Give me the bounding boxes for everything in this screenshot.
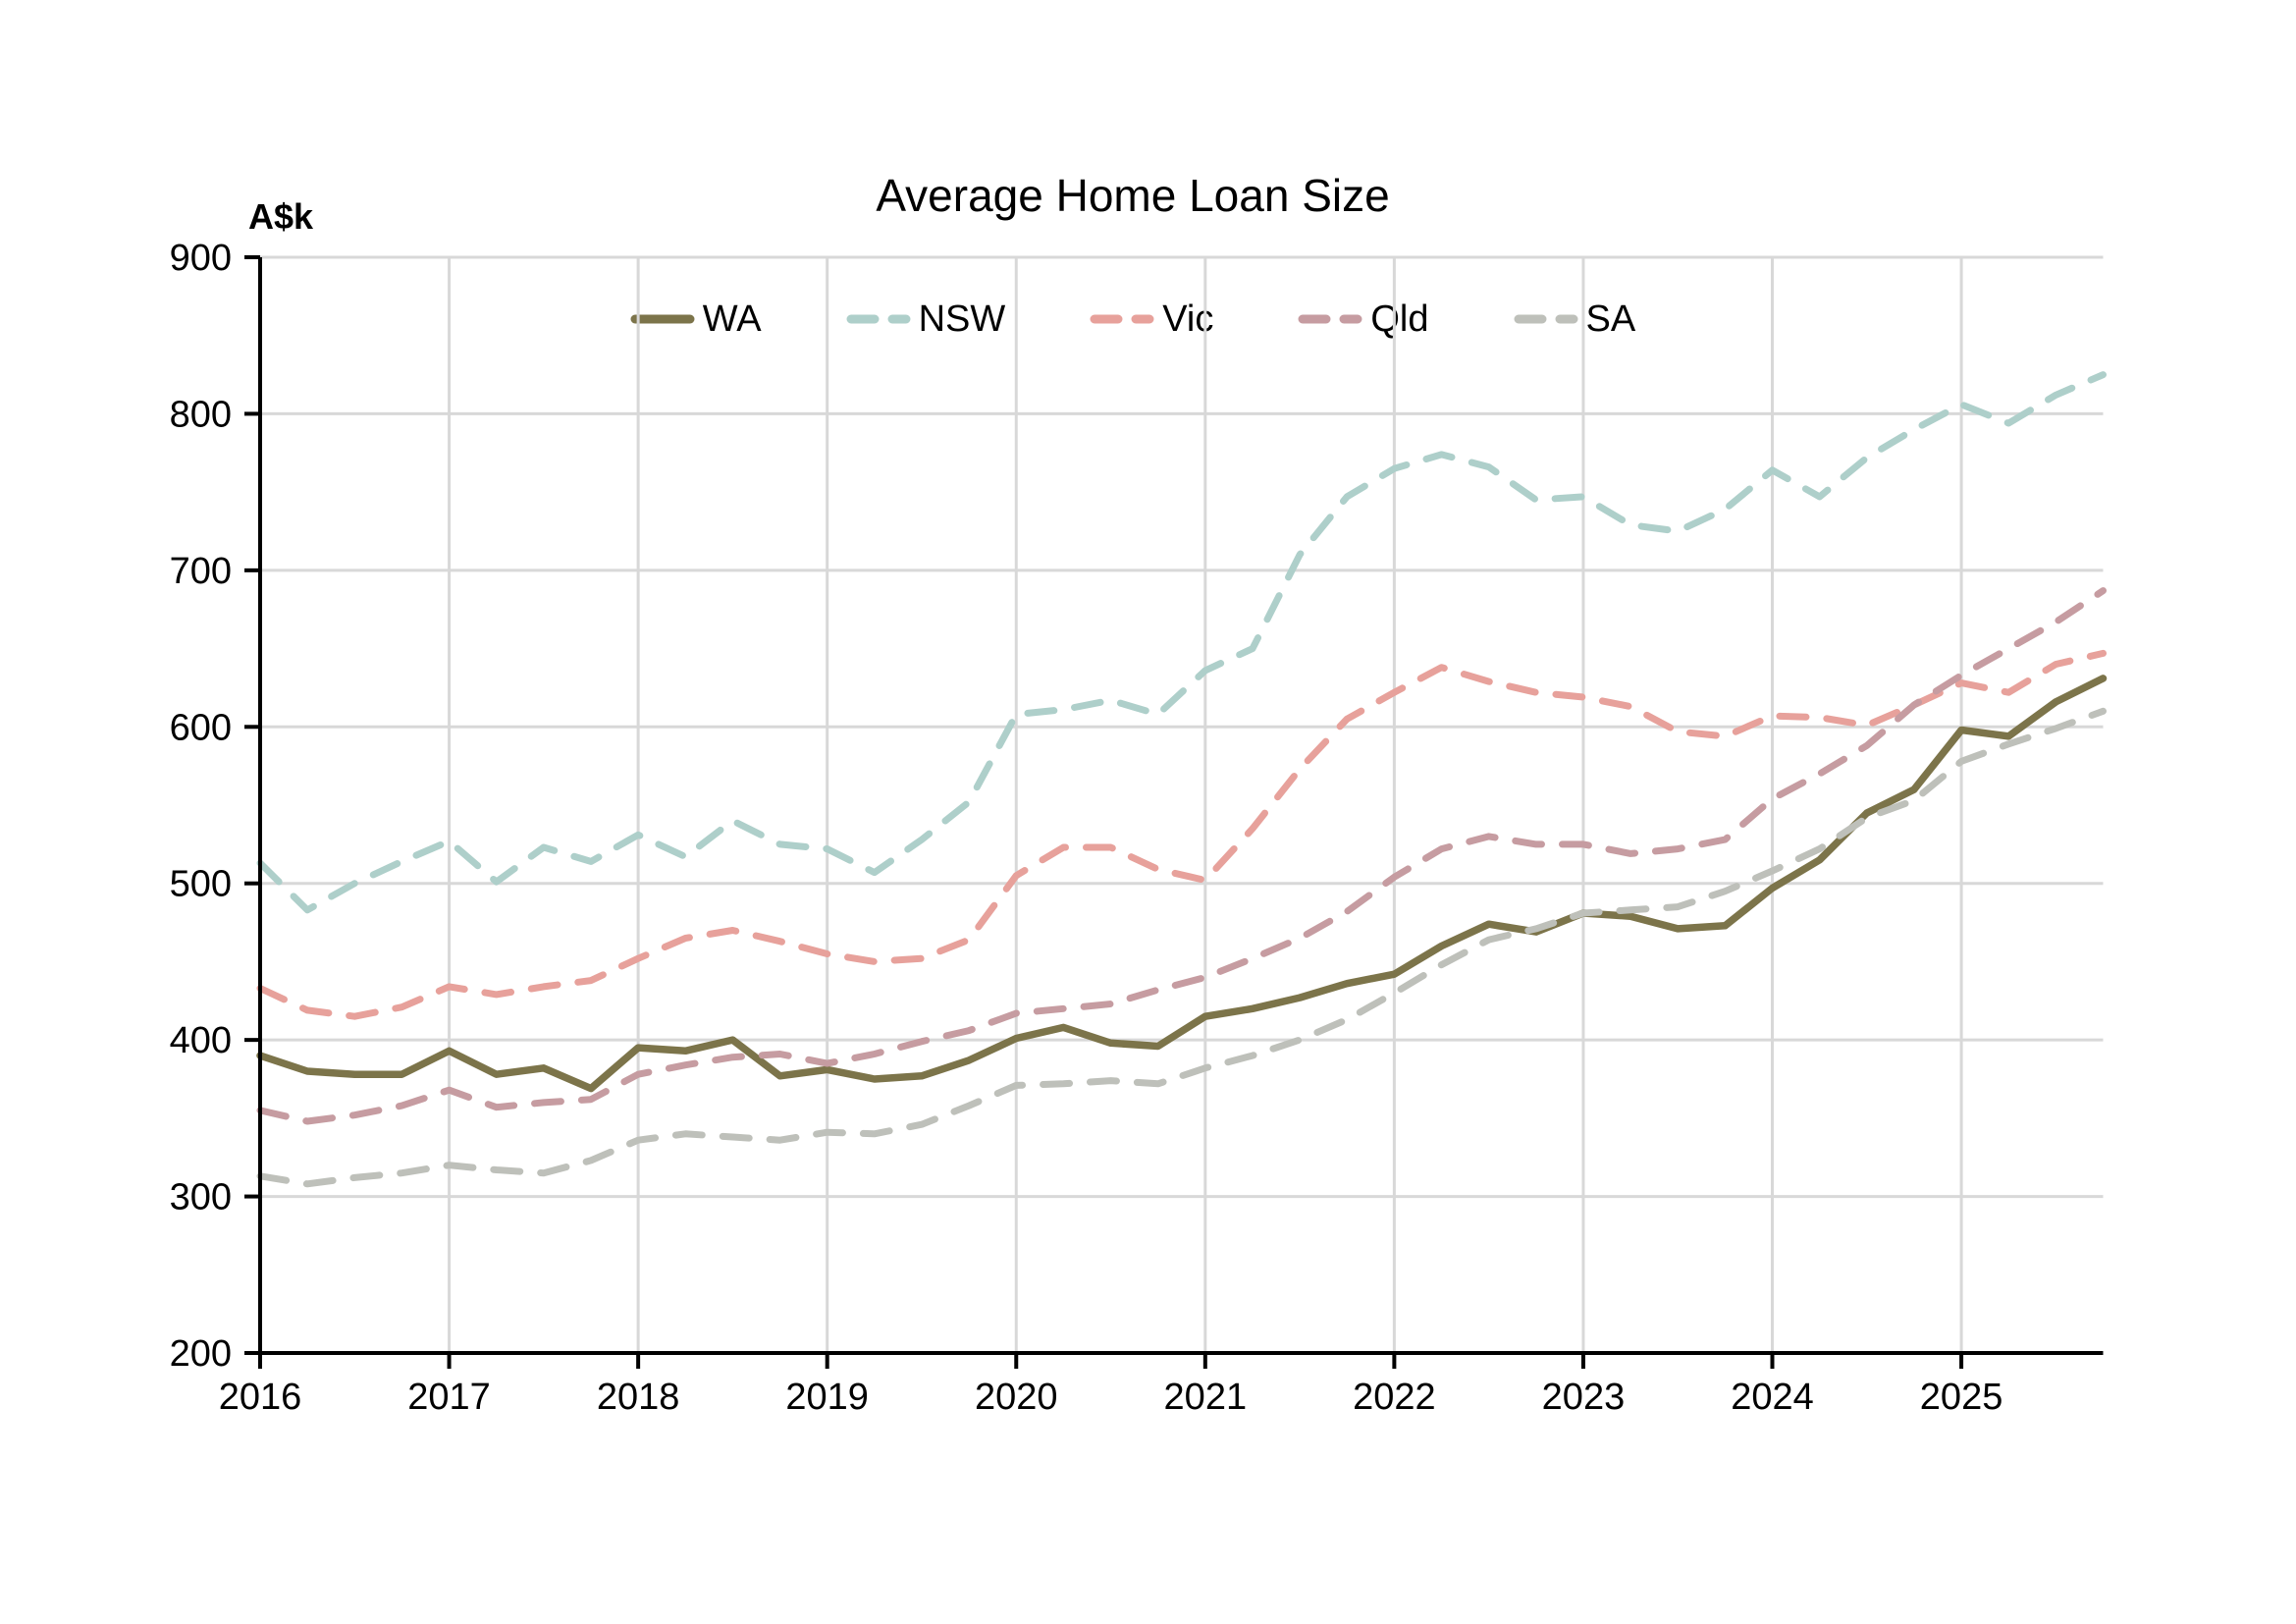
series-line-wa [256,675,2108,1093]
x-tick-label-2019: 2019 [785,1377,869,1418]
legend-swatch-wa [630,314,695,324]
x-tick-label-2017: 2017 [407,1377,491,1418]
x-tick-label-2020: 2020 [975,1377,1058,1418]
legend-swatch-vic [1090,314,1154,324]
series-line-vic [256,649,2107,1020]
x-tick-label-2016: 2016 [219,1377,302,1418]
y-tick-label-500: 500 [170,864,232,905]
x-tick-label-2021: 2021 [1164,1377,1248,1418]
y-tick-label-400: 400 [170,1020,232,1061]
y-tick-label-300: 300 [170,1177,232,1218]
series-line-sa [256,707,2107,1188]
legend-label-sa: SA [1585,298,1636,340]
y-tick-label-600: 600 [170,707,232,748]
y-tick-label-900: 900 [170,238,232,279]
legend-label-qld: Qld [1370,298,1429,340]
x-tick-label-2024: 2024 [1731,1377,1814,1418]
y-tick-label-800: 800 [170,394,232,435]
y-tick-label-700: 700 [170,551,232,592]
legend-swatch-nsw [846,314,911,324]
chart-title: Average Home Loan Size [876,170,1390,221]
x-tick-label-2018: 2018 [597,1377,680,1418]
legend-item-qld: Qld [1298,298,1429,341]
x-tick-label-2025: 2025 [1920,1377,2003,1418]
legend-item-sa: SA [1514,298,1636,341]
x-tick-label-2023: 2023 [1542,1377,1626,1418]
y-axis-unit-label: A$k [248,196,314,237]
legend-swatch-sa [1514,314,1577,324]
y-tick-label-200: 200 [170,1333,232,1375]
legend-swatch-qld [1298,314,1362,324]
series-line-nsw [256,371,2107,914]
legend-item-nsw: NSW [846,298,1006,341]
legend-label-wa: WA [702,298,762,340]
legend-item-wa: WA [630,298,762,341]
legend-label-nsw: NSW [918,298,1006,340]
series-line-qld [256,587,2107,1125]
x-tick-label-2022: 2022 [1353,1377,1436,1418]
